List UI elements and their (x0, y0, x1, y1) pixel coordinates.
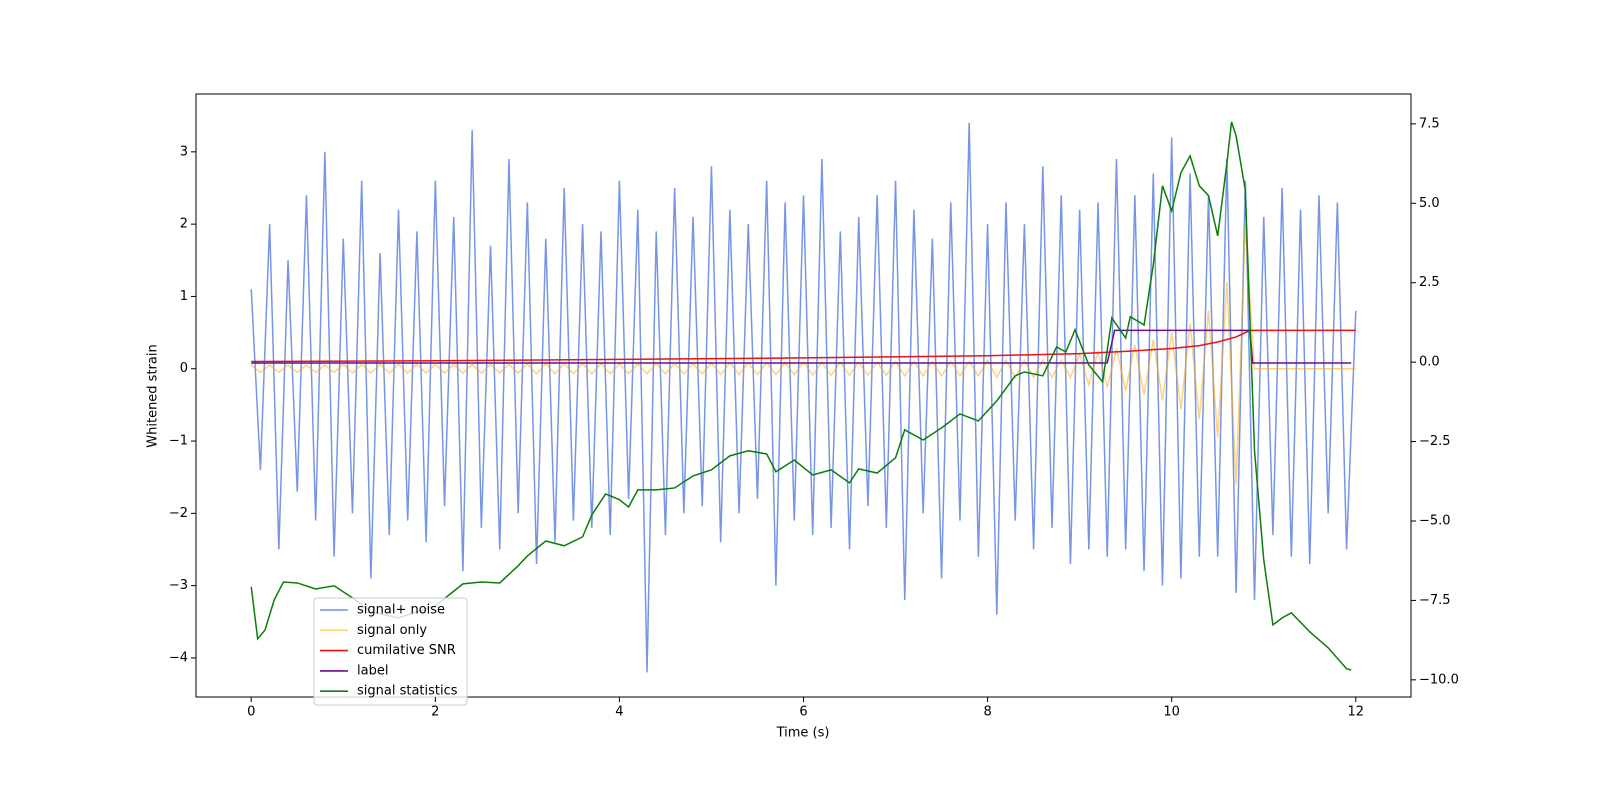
y2-tick-label: 7.5 (1419, 116, 1440, 131)
y-tick-label: 3 (180, 144, 188, 159)
y-tick-label: −4 (169, 650, 188, 665)
x-tick-label: 0 (247, 705, 255, 720)
y2-tick-label: −2.5 (1419, 434, 1451, 449)
legend-box (313, 597, 468, 706)
series-line (250, 122, 1357, 673)
y-tick-label: 1 (180, 289, 188, 304)
legend-label: signal statistics (357, 684, 458, 699)
x-tick-label: 8 (983, 705, 991, 720)
legend-label: signal only (357, 623, 427, 638)
y2-tick-label: −5.0 (1419, 513, 1451, 528)
y-tick-label: 0 (180, 361, 188, 376)
legend-label: label (357, 663, 388, 678)
x-tick-label: 2 (431, 705, 439, 720)
y2-tick-label: −10.0 (1419, 672, 1459, 687)
y2-tick-label: 0.0 (1419, 355, 1440, 370)
plot-area (250, 121, 1357, 673)
y2-tick-label: 5.0 (1419, 196, 1440, 211)
y-tick-label: −1 (169, 434, 188, 449)
series-line (251, 329, 1352, 364)
x-axis-label: Time (s) (776, 726, 830, 741)
y-tick-label: −2 (169, 506, 188, 521)
series-line (251, 329, 1356, 363)
y2-tick-label: −7.5 (1419, 593, 1451, 608)
legend: signal+ noise signal only cumilative SNR la… (313, 597, 468, 706)
x-tick-label: 12 (1347, 705, 1364, 720)
y-tick-label: −3 (169, 578, 188, 593)
y2-tick-label: 2.5 (1419, 275, 1440, 290)
x-tick-label: 6 (799, 705, 807, 720)
x-tick-label: 4 (615, 705, 623, 720)
y-axis-label: Whitened strain (146, 344, 161, 447)
legend-label: signal+ noise (357, 603, 445, 618)
x-tick-label: 10 (1163, 705, 1180, 720)
series-line (250, 121, 1352, 671)
y-tick-label: 2 (180, 217, 188, 232)
legend-label: cumilative SNR (357, 643, 456, 658)
